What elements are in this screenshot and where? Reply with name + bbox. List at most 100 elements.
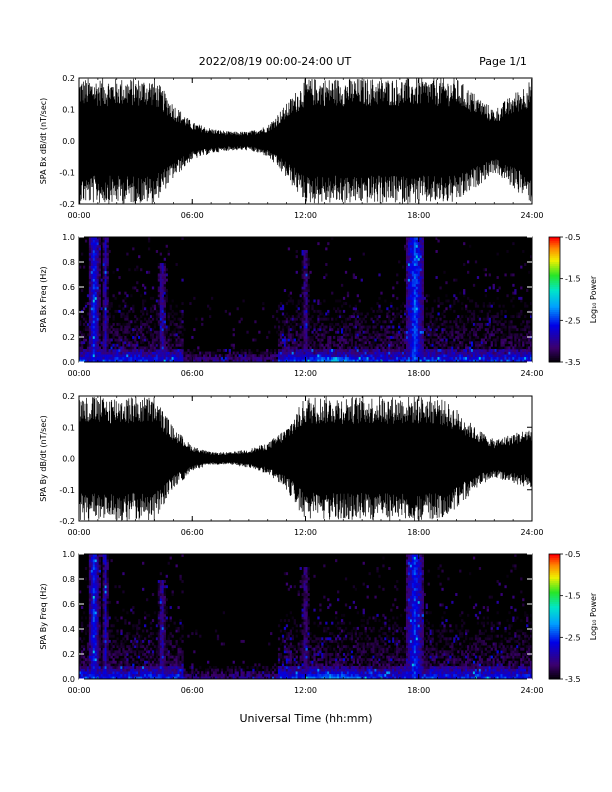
spectrogram-cell <box>161 286 164 290</box>
spectrogram-cell <box>496 356 499 360</box>
spectrogram-cell <box>144 299 147 303</box>
spectrogram-cell <box>114 346 117 350</box>
spectrogram-cell <box>175 333 178 337</box>
spectrogram-cell <box>82 637 86 641</box>
spectrogram-cell <box>90 556 94 560</box>
spectrogram-cell <box>161 299 164 303</box>
spectrogram-cell <box>138 335 141 339</box>
spectrogram-cell <box>96 354 99 358</box>
spectrogram-cell <box>435 341 438 345</box>
spectrogram-cell <box>411 276 415 279</box>
spectrogram-cell <box>116 663 119 667</box>
spectrogram-cell <box>405 320 409 324</box>
spectrogram-cell <box>348 346 352 350</box>
spectrogram-cell <box>413 302 417 305</box>
spectrogram-cell <box>122 338 125 342</box>
spectrogram-cell <box>467 270 470 274</box>
spectrogram-cell <box>167 351 170 355</box>
spectrogram-cell <box>467 338 470 342</box>
spectrogram-cell <box>88 343 92 347</box>
spectrogram-cell <box>368 354 371 358</box>
spectrogram-cell <box>106 317 109 321</box>
spectrogram-cell <box>431 356 434 360</box>
x-tick-label: 06:00 <box>181 369 204 378</box>
spectrogram-cell <box>323 348 326 352</box>
spectrogram-cell <box>106 600 109 604</box>
spectrogram-cell <box>138 328 141 332</box>
spectrogram-cell <box>161 351 164 355</box>
spectrogram-cell <box>175 263 178 266</box>
spectrogram-cell <box>88 624 92 628</box>
spectrogram-cell <box>447 354 450 358</box>
spectrogram-cell <box>305 325 308 329</box>
spectrogram-cell <box>409 354 413 358</box>
spectrogram-cell <box>333 351 336 355</box>
spectrogram-cell <box>79 676 82 680</box>
spectrogram-cell <box>159 307 163 311</box>
spectrogram-cell <box>90 307 94 311</box>
spectrogram-cell <box>151 356 155 360</box>
spectrogram-cell <box>279 333 283 337</box>
spectrogram-cell <box>138 354 141 358</box>
spectrogram-cell <box>409 263 413 266</box>
spectrogram-cell <box>467 351 470 355</box>
spectrogram-cell <box>508 335 511 339</box>
spectrogram-cell <box>88 582 92 586</box>
spectrogram-cell <box>468 330 472 334</box>
spectrogram-cell <box>248 356 251 360</box>
spectrogram-cell <box>187 354 190 358</box>
spectrogram-cell <box>419 359 422 363</box>
spectrogram-cell <box>116 642 119 646</box>
spectrogram-cell <box>96 556 99 560</box>
spectrogram-cell <box>191 354 194 358</box>
spectrogram-cell <box>455 354 458 358</box>
spectrogram-cell <box>94 593 98 596</box>
spectrogram-cell <box>159 315 163 319</box>
spectrogram-cell <box>92 606 96 609</box>
spectrogram-cell <box>305 333 308 337</box>
spectrogram-cell <box>94 317 98 321</box>
spectrogram-cell <box>443 270 446 274</box>
spectrogram-cell <box>488 286 491 290</box>
spectrogram-cell <box>376 309 379 313</box>
spectrogram-cell <box>96 629 99 633</box>
spectrogram-cell <box>126 356 129 360</box>
spectrogram-cell <box>506 335 509 339</box>
spectrogram-cell <box>256 359 259 363</box>
spectrogram-cell <box>147 328 151 332</box>
spectrogram-cell <box>98 637 101 641</box>
spectrogram-cell <box>88 556 92 560</box>
spectrogram-cell <box>90 621 94 625</box>
spectrogram-cell <box>299 341 302 345</box>
spectrogram-cell <box>465 328 468 332</box>
spectrogram-cell <box>405 322 409 326</box>
spectrogram-cell <box>291 354 294 358</box>
spectrogram-cell <box>374 354 377 358</box>
spectrogram-cell <box>262 356 265 360</box>
spectrogram-cell <box>370 335 373 339</box>
spectrogram-cell <box>272 359 275 363</box>
spectrogram-cell <box>98 281 101 285</box>
spectrogram-cell <box>492 356 495 360</box>
spectrogram-cell <box>120 325 123 329</box>
spectrogram-cell <box>321 359 324 363</box>
spectrogram-cell <box>358 317 361 321</box>
spectrogram-cell <box>92 593 96 596</box>
spectrogram-cell <box>283 359 287 363</box>
spectrogram-cell <box>307 263 310 266</box>
spectrogram-cell <box>142 302 145 305</box>
spectrogram-cell <box>443 348 446 352</box>
spectrogram-cell <box>136 671 139 675</box>
spectrogram-cell <box>144 356 147 360</box>
spectrogram-cell <box>80 346 84 350</box>
spectrogram-cell <box>504 315 507 319</box>
spectrogram-cell <box>106 263 109 266</box>
spectrogram-cell <box>134 343 137 347</box>
spectrogram-cell <box>94 294 98 298</box>
spectrogram-cell <box>461 302 464 305</box>
spectrogram-cell <box>402 302 405 305</box>
spectrogram-cell <box>124 335 127 339</box>
spectrogram-cell <box>90 247 94 251</box>
spectrogram-cell <box>124 346 127 350</box>
spectrogram-cell <box>177 330 180 334</box>
